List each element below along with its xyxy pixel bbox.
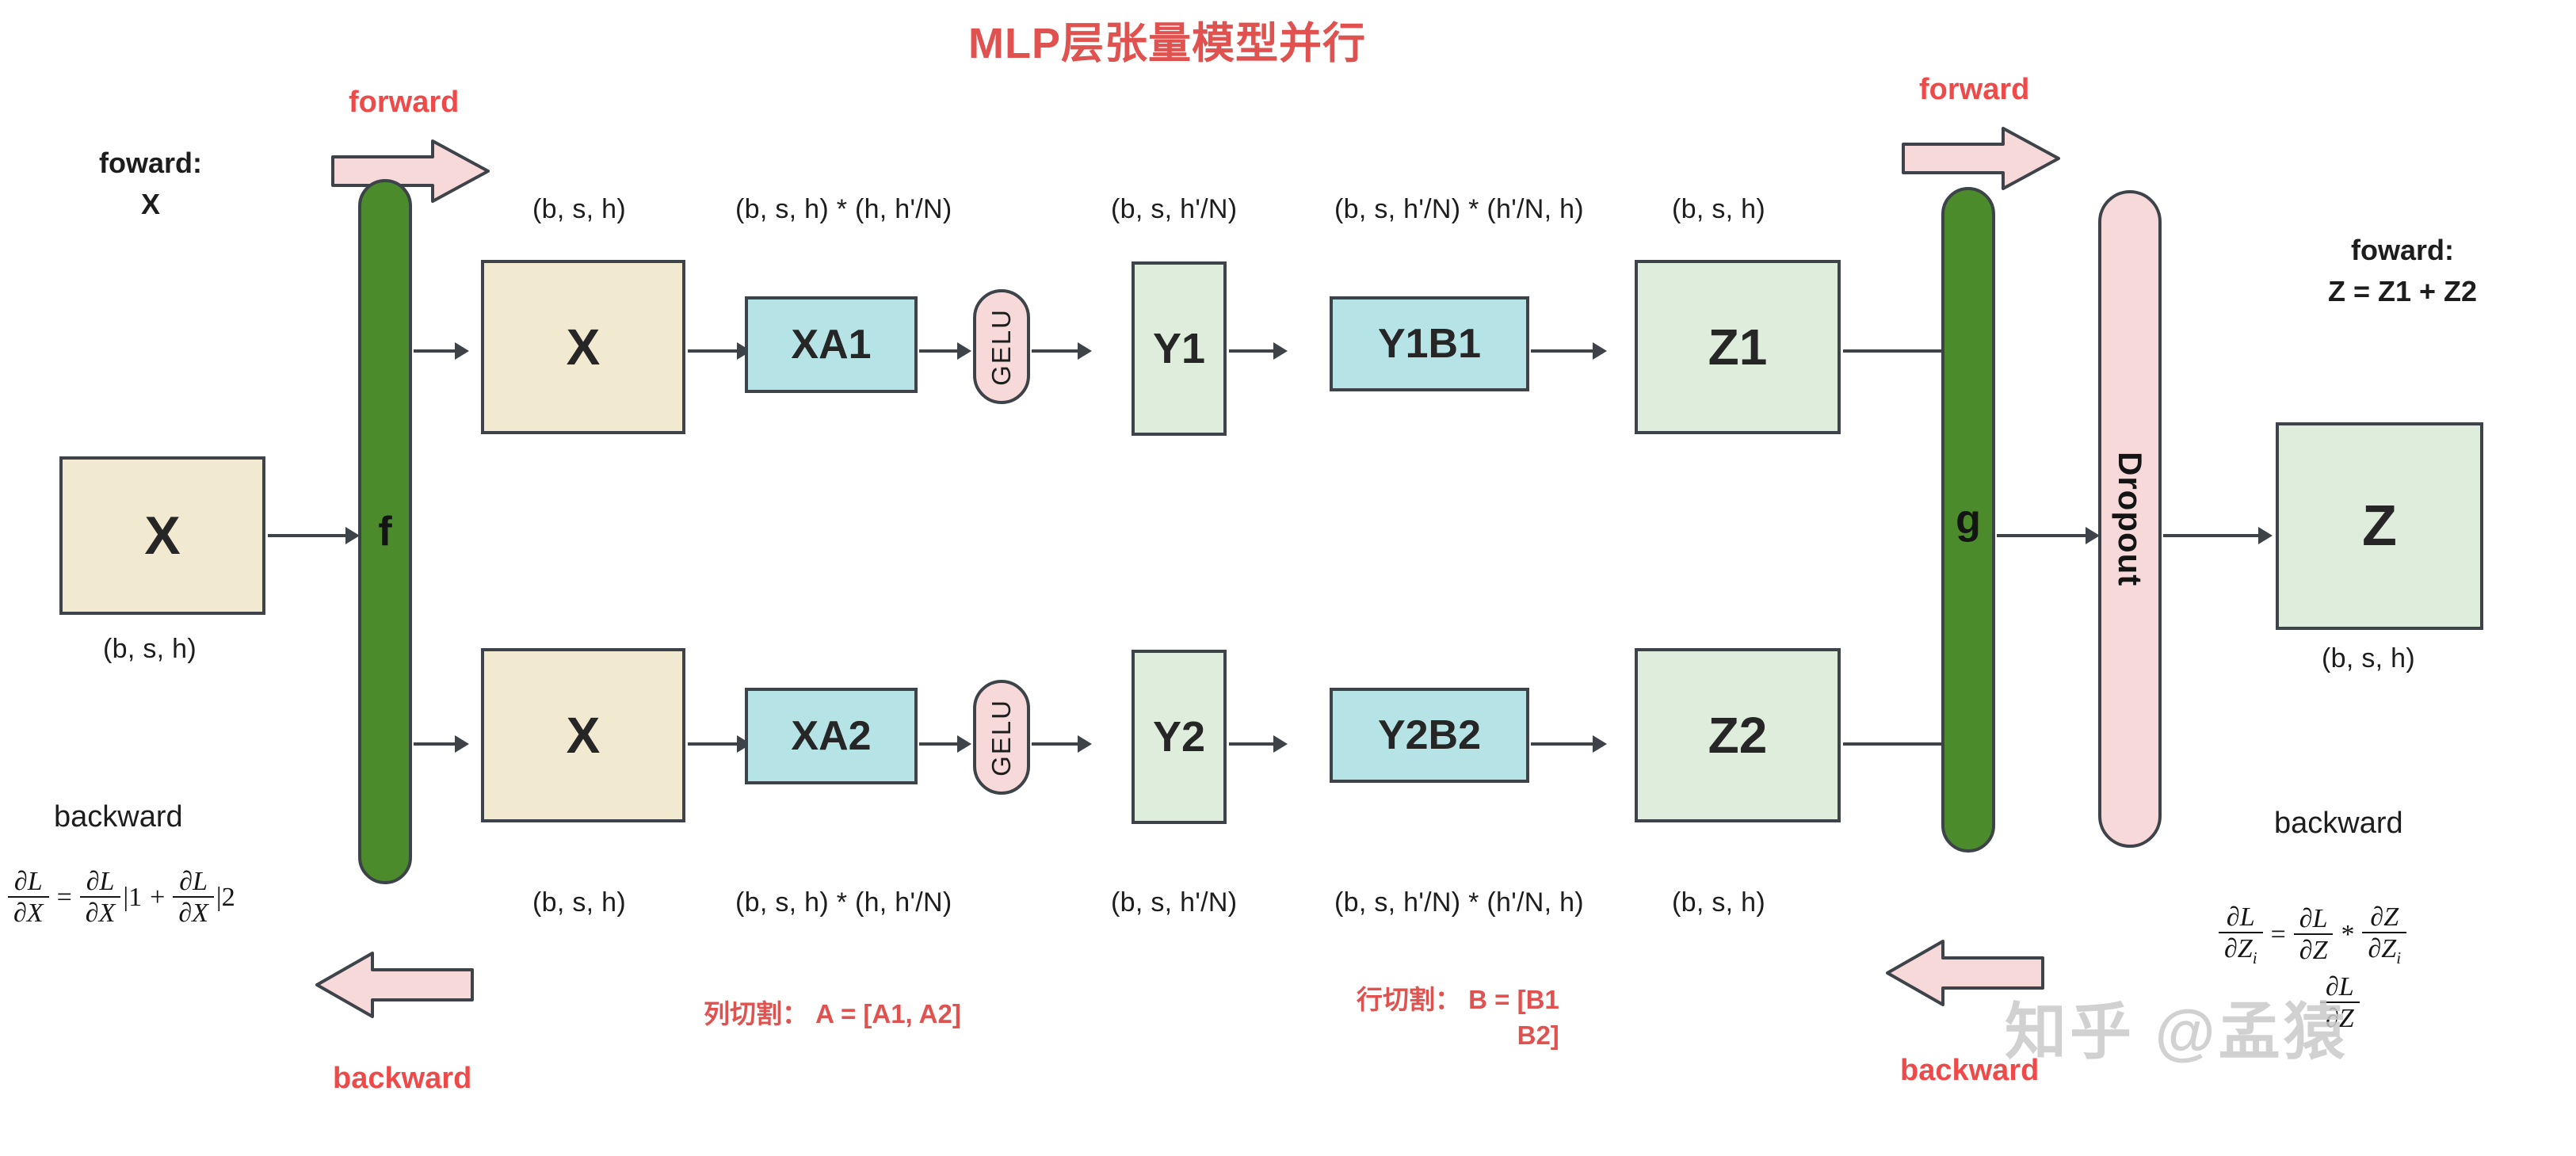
- backward-equation-right-line2: ∂L ∂Z: [2320, 973, 2360, 1032]
- eq-right-equals: =: [2270, 919, 2286, 949]
- connector-dropout-to-z: [2163, 527, 2273, 544]
- backward-label-right: backward: [1900, 1054, 2040, 1087]
- row2-gelu-label: GELU: [987, 698, 1016, 776]
- row2-gelu-activation[interactable]: GELU: [973, 680, 1030, 795]
- backward-label-left-text: backward: [54, 800, 183, 834]
- backward-arrow-left-icon: [315, 952, 474, 1018]
- eq-right-lhs: ∂L ∂Zi: [2219, 903, 2263, 967]
- connector-row1-x-to-xa: [688, 342, 751, 360]
- row1-gelu-label: GELU: [987, 307, 1016, 386]
- backward-equation-left: ∂L ∂X = ∂L ∂X |1 + ∂L ∂X |2: [8, 868, 235, 927]
- connector-g-to-dropout: [1997, 527, 2100, 544]
- row2-yb-block[interactable]: Y2B2: [1330, 688, 1529, 783]
- row1-yb-block[interactable]: Y1B1: [1330, 296, 1529, 391]
- connector-row1-gelu-to-y: [1032, 342, 1092, 360]
- right-forward-note-line1: foward:: [2351, 234, 2454, 266]
- left-forward-note: foward: X: [63, 143, 238, 225]
- connector-row1-z-to-g: [1843, 342, 1956, 360]
- output-z-block[interactable]: Z: [2276, 422, 2483, 630]
- connector-f-to-x1: [414, 342, 469, 360]
- row1-x-block[interactable]: X: [481, 260, 685, 434]
- row2-x-block[interactable]: X: [481, 648, 685, 822]
- eq-left-equals: =: [56, 882, 72, 912]
- eq-left-term2: ∂L ∂X: [173, 868, 214, 927]
- row2-xa-dim-label: (b, s, h) * (h, h'/N): [735, 887, 952, 918]
- row1-z-dim-label: (b, s, h): [1672, 194, 1765, 224]
- right-forward-note: foward: Z = Z1 + Z2: [2252, 230, 2553, 312]
- connector-row2-xa-to-gelu: [919, 735, 971, 753]
- connector-row2-y-to-yb: [1229, 735, 1288, 753]
- row2-y-dim-label: (b, s, h'/N): [1111, 887, 1238, 918]
- connector-row1-yb-to-z: [1531, 342, 1607, 360]
- left-forward-note-line1: foward:: [99, 147, 202, 179]
- backward-equation-right: ∂L ∂Zi = ∂L ∂Z * ∂Z ∂Zi: [2219, 903, 2407, 967]
- forward-label-right: forward: [1919, 73, 2030, 106]
- eq-left-lhs: ∂L ∂X: [8, 868, 49, 927]
- left-forward-note-line2: X: [140, 188, 160, 221]
- row1-xa-dim-label: (b, s, h) * (h, h'/N): [735, 194, 952, 224]
- connector-row2-gelu-to-y: [1032, 735, 1092, 753]
- row-split-note: 行切割： B = [B1 B2]: [1357, 982, 1559, 1053]
- f-bar-label: f: [378, 509, 392, 555]
- row-split-note-line1: [B1: [1517, 985, 1559, 1014]
- eq-right-line2-frac: ∂L ∂Z: [2320, 973, 2360, 1032]
- row2-xa-block[interactable]: XA2: [745, 688, 918, 784]
- row2-x-dim-label: (b, s, h): [532, 887, 626, 918]
- connector-row2-yb-to-z: [1531, 735, 1607, 753]
- input-x-block[interactable]: X: [59, 456, 265, 615]
- connector-row1-xa-to-gelu: [919, 342, 971, 360]
- row1-y-dim-label: (b, s, h'/N): [1111, 194, 1238, 224]
- column-split-note: 列切割： A = [A1, A2]: [704, 999, 961, 1028]
- eq-left-term1: ∂L ∂X: [79, 868, 121, 927]
- eq-right-times: *: [2341, 919, 2355, 949]
- eq-left-term2-index: |2: [216, 882, 235, 912]
- forward-arrow-left-icon: [331, 139, 490, 203]
- backward-label-left: backward: [333, 1062, 472, 1095]
- row2-y-block[interactable]: Y2: [1132, 650, 1227, 824]
- watermark: 知乎 @孟猿: [2005, 997, 2349, 1066]
- row-split-note-line2: B2]: [1517, 1020, 1559, 1050]
- eq-right-term1: ∂L ∂Z: [2293, 905, 2334, 964]
- right-forward-note-line2: Z = Z1 + Z2: [2327, 275, 2478, 308]
- g-collective-bar[interactable]: g: [1941, 187, 1995, 853]
- connector-row2-z-to-g: [1843, 735, 1956, 753]
- f-collective-bar[interactable]: f: [358, 179, 412, 884]
- backward-arrow-right-icon: [1886, 940, 2044, 1006]
- row1-z-block[interactable]: Z1: [1635, 260, 1841, 434]
- row1-x-dim-label: (b, s, h): [532, 194, 626, 224]
- row2-yb-dim-label: (b, s, h'/N) * (h'/N, h): [1334, 887, 1584, 918]
- eq-left-term1-index: |1: [123, 882, 143, 912]
- row1-y-block[interactable]: Y1: [1132, 261, 1227, 436]
- dropout-bar-label: Dropout: [2112, 451, 2149, 587]
- eq-left-plus: +: [150, 882, 166, 912]
- backward-label-right-text: backward: [2274, 807, 2403, 840]
- row-split-note-matrix: [B1 B2]: [1517, 982, 1559, 1053]
- row2-z-dim-label: (b, s, h): [1672, 887, 1765, 918]
- eq-right-term2: ∂Z ∂Zi: [2362, 903, 2407, 967]
- output-z-dim-label: (b, s, h): [2322, 643, 2415, 673]
- input-x-dim-label: (b, s, h): [103, 634, 197, 664]
- row-split-note-label: 行切割： B =: [1357, 985, 1517, 1014]
- dropout-bar[interactable]: Dropout: [2098, 190, 2162, 848]
- row1-gelu-activation[interactable]: GELU: [973, 289, 1030, 404]
- row1-yb-dim-label: (b, s, h'/N) * (h'/N, h): [1334, 194, 1584, 224]
- connector-f-to-x2: [414, 735, 469, 753]
- row1-xa-block[interactable]: XA1: [745, 296, 918, 393]
- g-bar-label: g: [1956, 497, 1981, 543]
- forward-arrow-right-icon: [1902, 127, 2060, 190]
- connector-x-to-f: [268, 527, 360, 544]
- connector-row1-y-to-yb: [1229, 342, 1288, 360]
- page-title: MLP层张量模型并行: [968, 20, 1366, 67]
- row2-z-block[interactable]: Z2: [1635, 648, 1841, 822]
- connector-row2-x-to-xa: [688, 735, 751, 753]
- forward-label-left: forward: [349, 86, 460, 119]
